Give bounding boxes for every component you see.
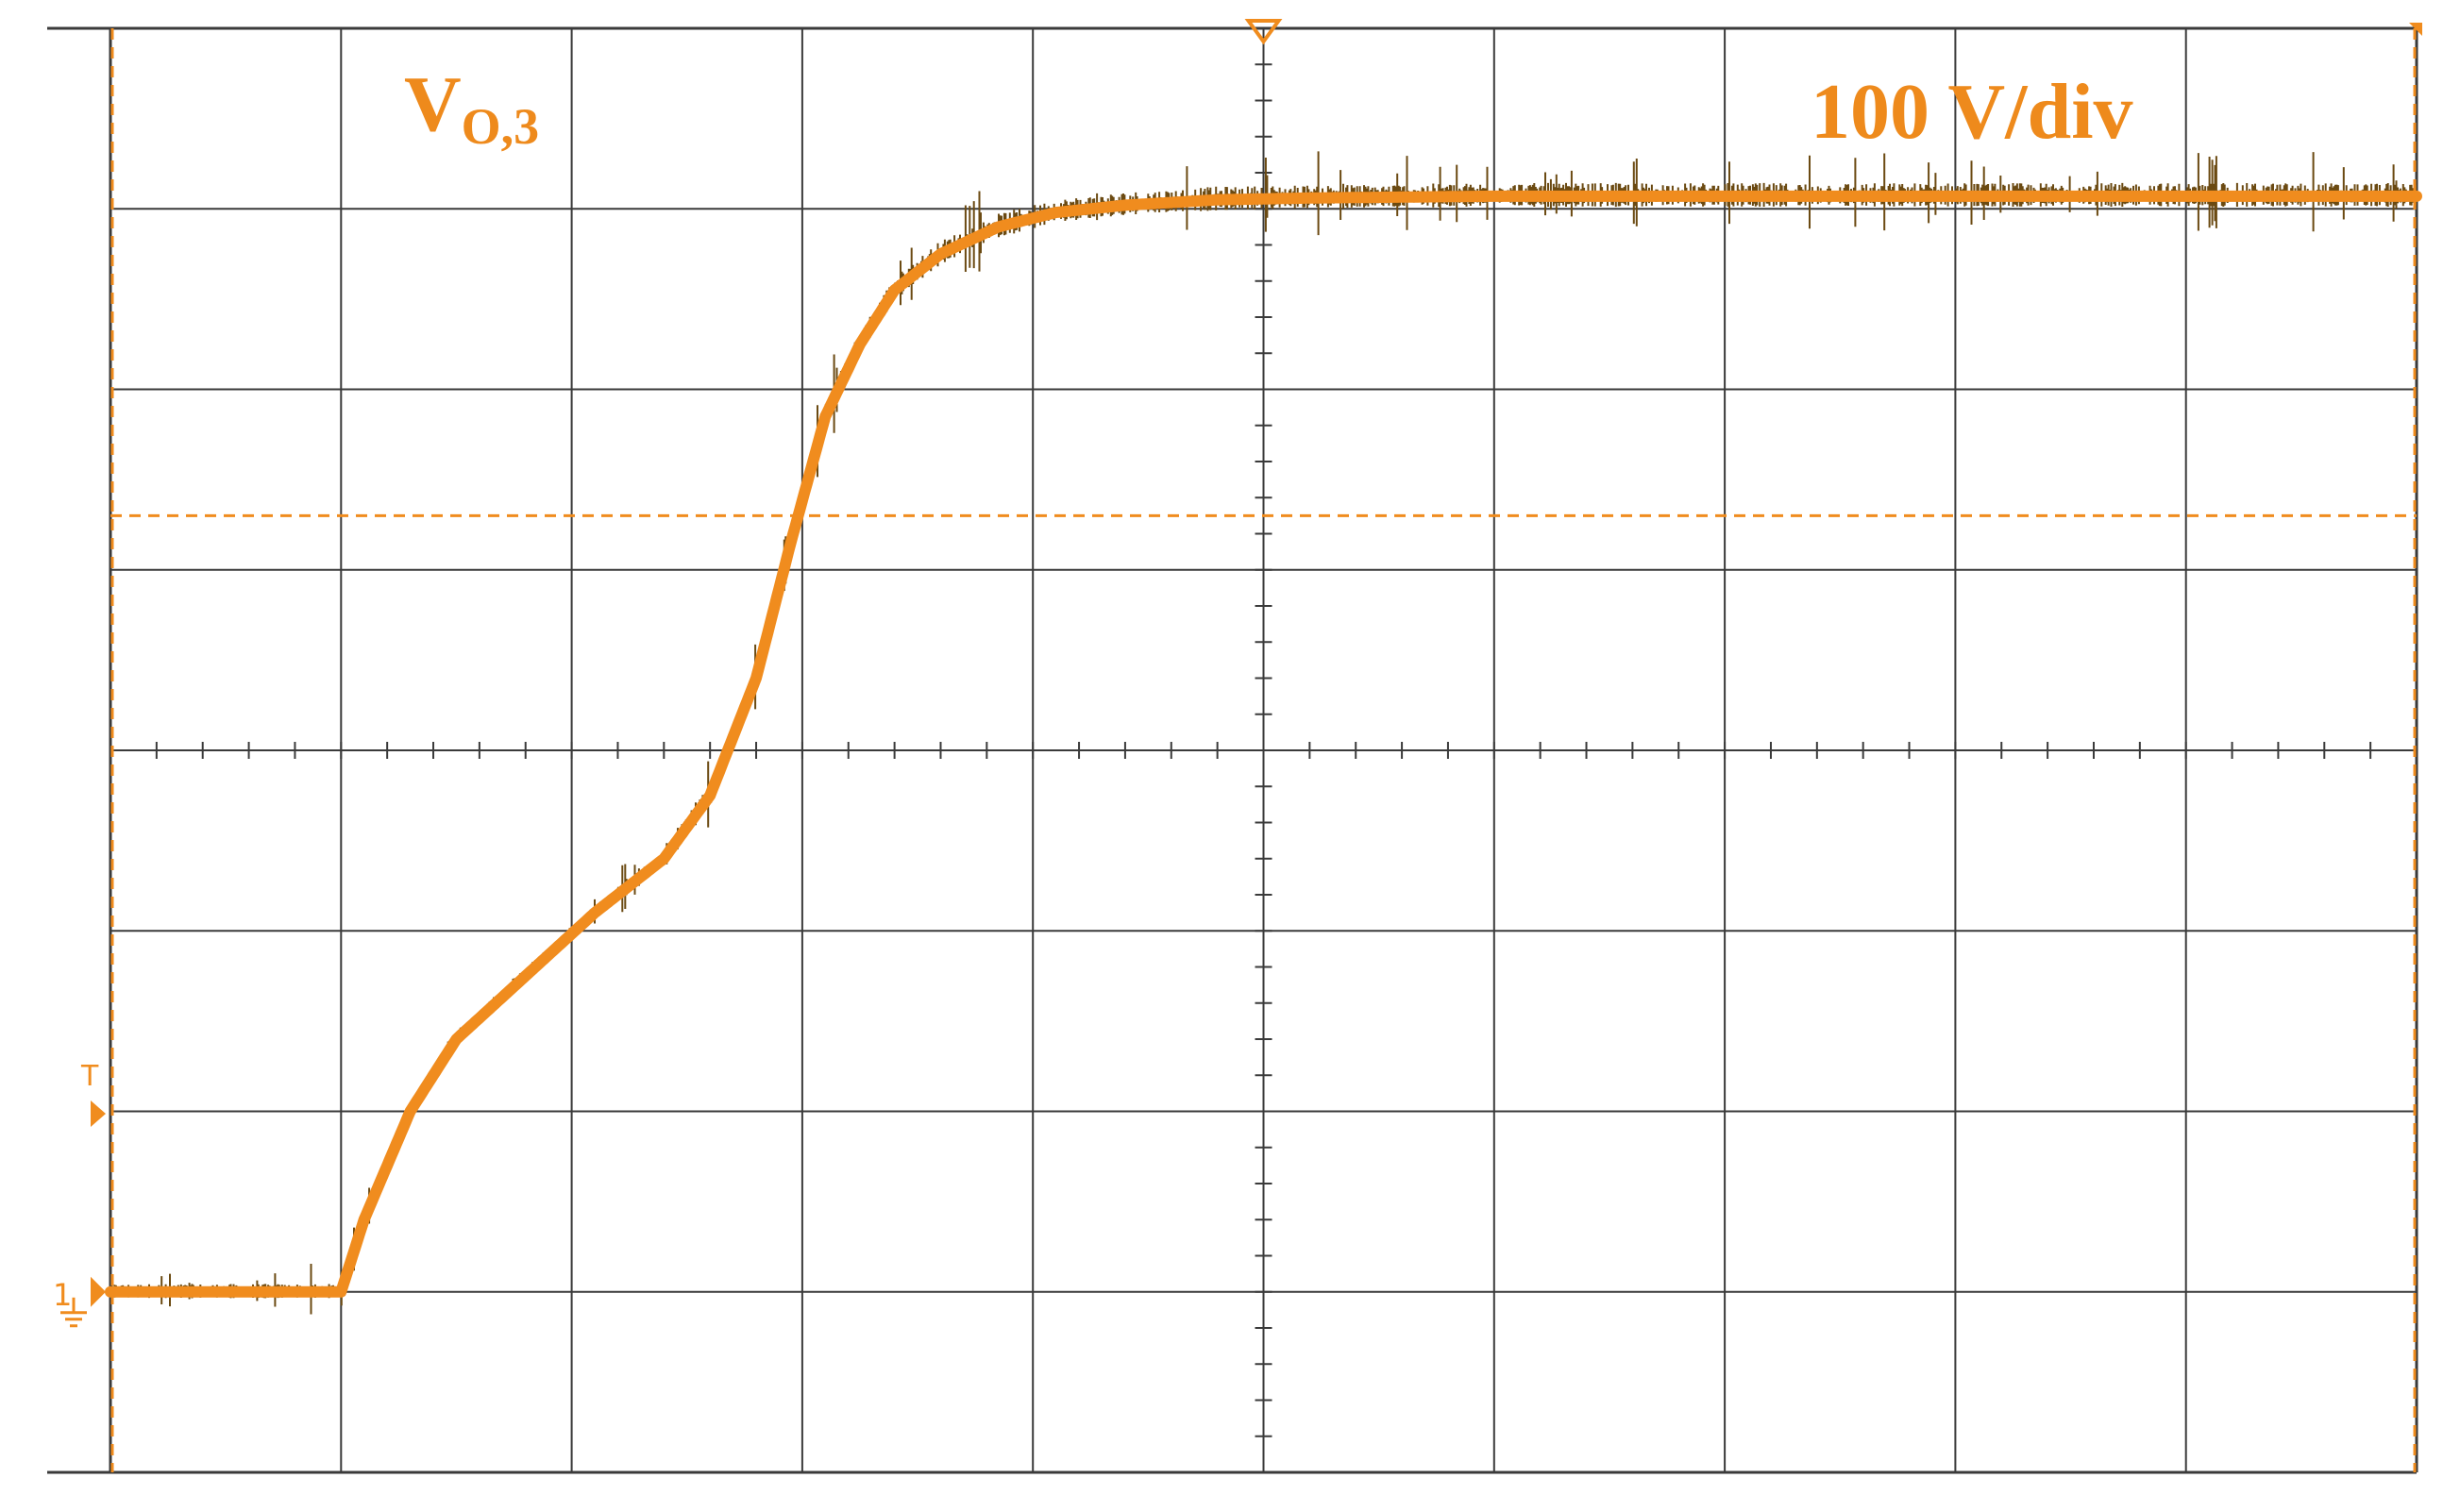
waveform-trace: [105, 151, 2422, 1315]
channel-label: VO,3: [404, 60, 539, 155]
grid: [47, 26, 2418, 1474]
right-corner-marker: [2409, 23, 2422, 36]
channel-arrow: [91, 1276, 106, 1307]
trigger-arrow: [91, 1100, 106, 1127]
trigger-marker-label: T: [80, 1060, 99, 1093]
channel-marker-label: 1: [53, 1277, 72, 1313]
channel-label-main: V: [404, 60, 462, 148]
trigger-time-marker: [1244, 19, 1283, 45]
markers: T1: [53, 19, 2422, 1472]
scale-label: 100 V/div: [1811, 68, 2133, 156]
trace-line: [105, 190, 2422, 1298]
channel-label-sub: O,3: [462, 98, 540, 155]
